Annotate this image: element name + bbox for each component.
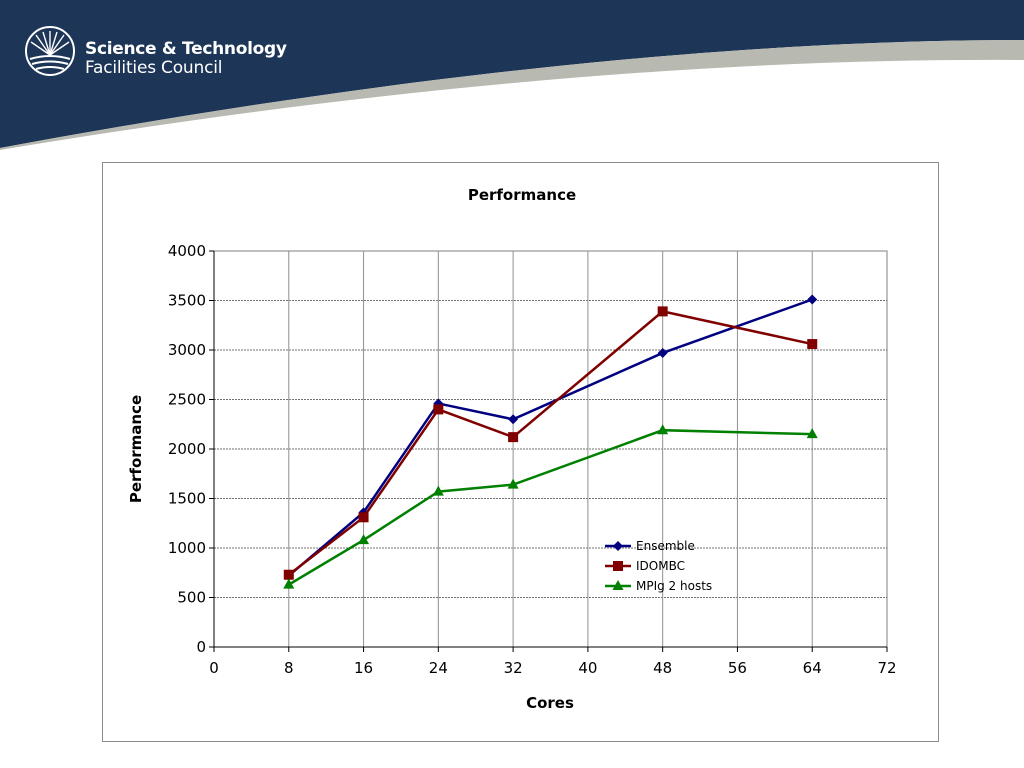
x-tick-label: 72	[877, 659, 896, 677]
x-tick-label: 56	[728, 659, 747, 677]
x-tick-label: 0	[209, 659, 219, 677]
data-point-ensemble	[508, 414, 519, 425]
org-name-line2: Facilities Council	[85, 58, 223, 79]
y-tick-label: 3000	[168, 341, 206, 359]
series-line-mpig-2-hosts	[288, 428, 813, 586]
y-tick-label: 1500	[168, 490, 206, 508]
data-point-idombc	[508, 432, 519, 443]
x-tick-label: 8	[284, 659, 294, 677]
y-tick-label: 4000	[168, 242, 206, 260]
chart-title: Performance	[468, 186, 576, 204]
data-point-mpig-2-hosts	[507, 478, 519, 489]
x-tick-label: 32	[504, 659, 523, 677]
data-point-idombc	[657, 306, 668, 317]
legend-marker-mpig-2-hosts	[612, 580, 624, 590]
x-tick-label: 16	[354, 659, 373, 677]
data-point-idombc	[358, 512, 369, 523]
y-tick-label: 1000	[168, 539, 206, 557]
header-banner	[0, 0, 1024, 160]
data-point-mpig-2-hosts	[283, 578, 295, 589]
y-tick-label: 2000	[168, 440, 206, 458]
x-tick-label: 40	[578, 659, 597, 677]
y-axis-label: Performance	[127, 395, 145, 503]
legend-marker-idombc	[613, 561, 623, 571]
data-point-mpig-2-hosts	[432, 485, 444, 496]
chart-area: Performance Cores Performance 0 500 1000 15…	[102, 162, 939, 742]
sunburst-logo-icon	[25, 26, 75, 76]
data-point-mpig-2-hosts	[806, 428, 818, 439]
performance-chart: Performance Cores Performance 0 500 1000 15…	[127, 186, 897, 712]
x-tick-label: 24	[429, 659, 448, 677]
y-tick-label: 0	[196, 638, 206, 656]
y-tick-label: 2500	[168, 391, 206, 409]
data-point-ensemble	[807, 294, 818, 305]
data-point-idombc	[807, 339, 818, 350]
org-name-line1: Science & Technology	[85, 39, 287, 59]
data-point-idombc	[283, 569, 294, 580]
y-tick-label: 500	[177, 589, 206, 607]
legend-label-idombc: IDOMBC	[636, 559, 685, 573]
legend-marker-ensemble	[613, 541, 623, 551]
data-point-ensemble	[657, 347, 668, 358]
data-point-ensemble	[433, 398, 444, 409]
data-point-mpig-2-hosts	[657, 424, 669, 435]
org-name: Science & Technology Facilities Council	[85, 39, 287, 79]
x-tick-label: 48	[653, 659, 672, 677]
legend-label-mpig-2-hosts: MPIg 2 hosts	[636, 579, 712, 593]
data-point-mpig-2-hosts	[358, 534, 370, 545]
y-tick-label: 3500	[168, 292, 206, 310]
data-point-idombc	[433, 404, 444, 415]
series-line-ensemble	[287, 298, 813, 577]
legend-label-ensemble: Ensemble	[636, 539, 695, 553]
series-line-idombc	[288, 310, 813, 576]
x-axis-label: Cores	[526, 694, 574, 712]
x-tick-label: 64	[803, 659, 822, 677]
